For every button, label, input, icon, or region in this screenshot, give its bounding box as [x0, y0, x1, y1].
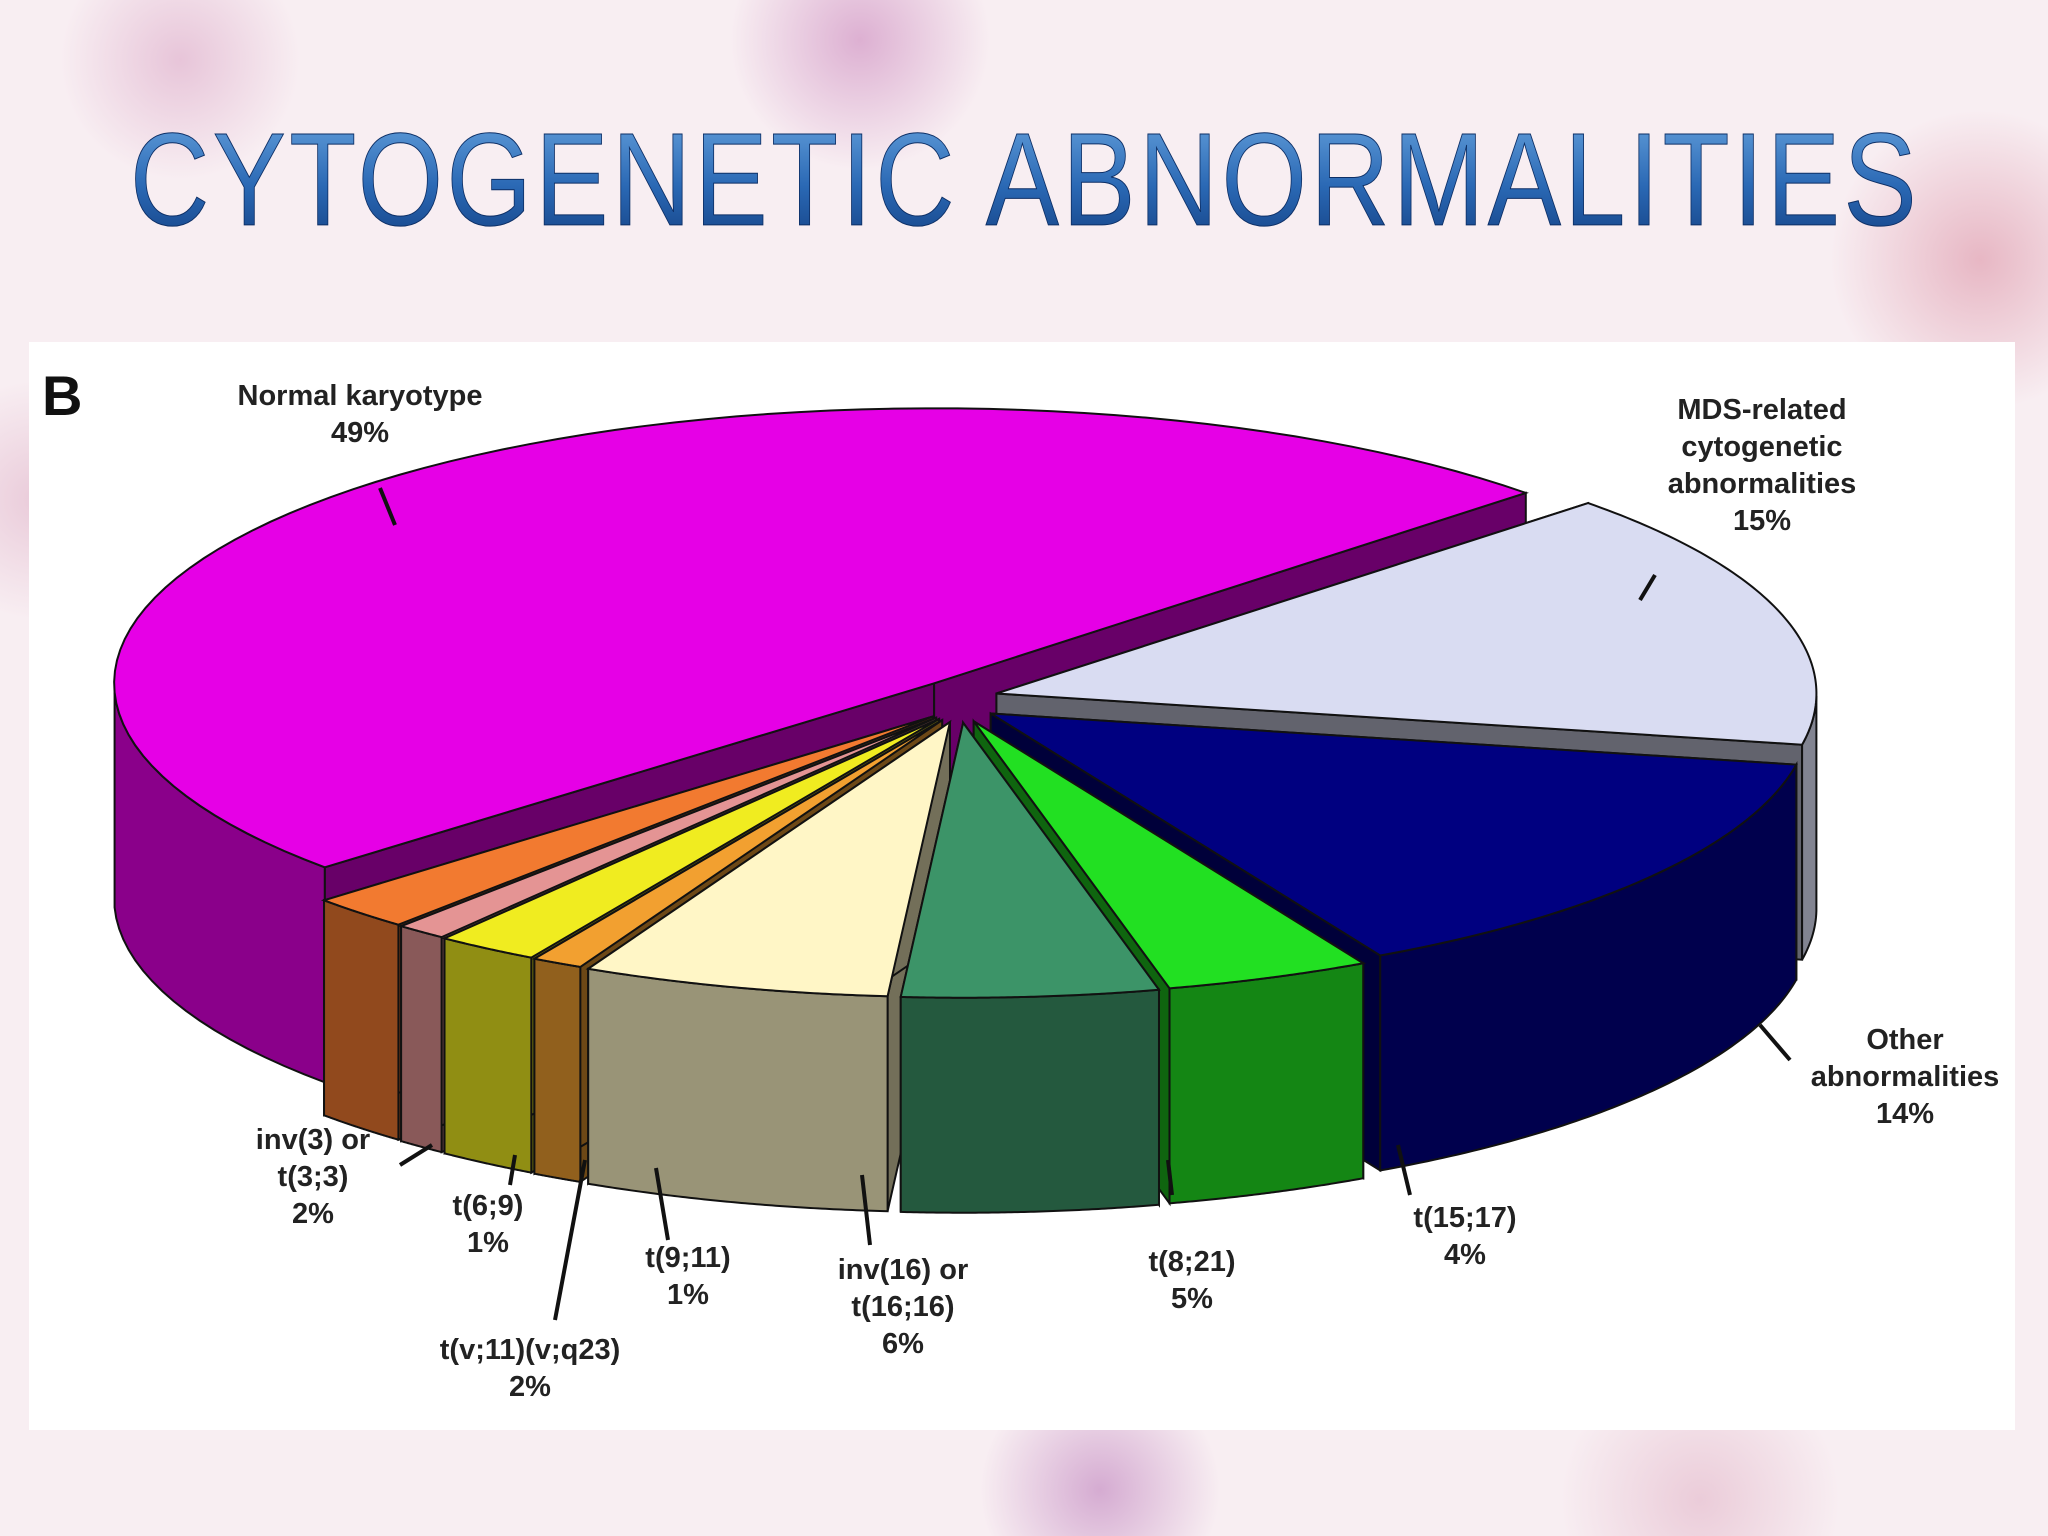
slice-outer-side	[1168, 962, 1365, 1205]
slice-top	[113, 407, 1529, 869]
slide-title: CYTOGENETIC ABNORMALITIES	[130, 106, 1920, 253]
slice-outer-side	[899, 988, 1160, 1214]
leader-line	[553, 1159, 587, 1321]
category-name: t(15;17)	[1413, 1202, 1517, 1234]
slice-label: t(v;11)(v;q23) 2%	[390, 1332, 670, 1406]
slice-label: Other abnormalities 14%	[1775, 1022, 2035, 1133]
slice-label: t(9;11) 1%	[608, 1240, 768, 1314]
slice-outer-side	[587, 967, 889, 1213]
category-name: Other abnormalities	[1810, 1024, 2000, 1093]
category-name: t(6;9)	[452, 1190, 524, 1222]
slice-label: t(15;17) 4%	[1365, 1200, 1565, 1274]
slice-top	[585, 719, 952, 998]
slice-outer-side	[443, 937, 533, 1174]
slice-top	[972, 720, 1366, 990]
leader-line	[398, 1143, 434, 1167]
slice-top	[990, 712, 1799, 957]
category-name: t(9;11)	[645, 1242, 731, 1274]
category-name: t(v;11)(v;q23)	[439, 1334, 621, 1366]
slice-outer-side	[400, 924, 443, 1154]
value-label: 5%	[1171, 1283, 1213, 1315]
category-name: Normal karyotype	[237, 380, 483, 412]
category-name: MDS-related cytogenetic abnormalities	[1667, 394, 1857, 500]
category-name: inv(3) or t(3;3)	[255, 1124, 371, 1193]
slice-label: inv(3) or t(3;3) 2%	[238, 1122, 388, 1233]
value-label: 49%	[330, 417, 390, 449]
slice-top	[899, 720, 1161, 999]
value-label: 6%	[882, 1328, 924, 1360]
slice	[899, 719, 1161, 1214]
slice-label: inv(16) or t(16;16) 6%	[798, 1252, 1008, 1363]
slice-label: Normal karyotype 49%	[190, 378, 530, 452]
leader-line	[378, 487, 397, 526]
value-label: 15%	[1732, 505, 1792, 537]
slice-top	[320, 715, 934, 926]
leader-line	[508, 1154, 517, 1186]
leader-line	[1638, 573, 1657, 602]
leader-line	[1396, 1144, 1412, 1196]
value-label: 4%	[1444, 1239, 1486, 1271]
slice-label: t(8;21) 5%	[1092, 1244, 1292, 1318]
slice-top	[531, 719, 943, 968]
leader-line	[654, 1167, 670, 1241]
leader-line	[1758, 1023, 1792, 1062]
value-label: 1%	[667, 1279, 709, 1311]
slice-label: t(6;9) 1%	[428, 1188, 548, 1262]
leader-lines	[378, 487, 1792, 1321]
slice-top	[441, 718, 940, 959]
leader-line	[860, 1174, 872, 1246]
slice-top	[397, 716, 937, 939]
value-label: 14%	[1875, 1098, 1935, 1130]
value-label: 2%	[292, 1198, 334, 1230]
pie	[113, 407, 1818, 1214]
slice-outer-side	[533, 957, 582, 1184]
leader-line	[1166, 1159, 1174, 1196]
slice-top	[996, 502, 1818, 746]
slice-outer-side	[323, 898, 400, 1142]
value-label: 2%	[509, 1371, 551, 1403]
panel-label: B	[42, 364, 82, 427]
value-label: 1%	[467, 1227, 509, 1259]
category-name: inv(16) or t(16;16)	[837, 1254, 969, 1323]
slice	[585, 719, 952, 1213]
slice-label: MDS-related cytogenetic abnormalities 15%	[1627, 392, 1897, 540]
category-name: t(8;21)	[1148, 1246, 1236, 1278]
